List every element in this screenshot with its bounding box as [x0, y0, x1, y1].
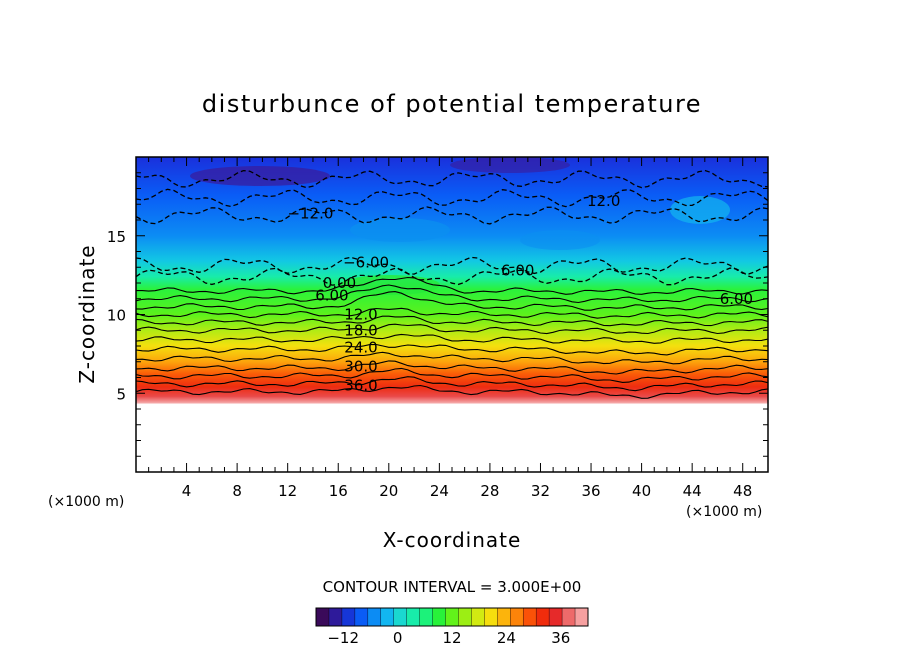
x-tick-label: 16 [329, 482, 348, 500]
cool-patch-1 [350, 218, 450, 242]
contour-line [136, 343, 768, 356]
colorbar-tick-label: −12 [327, 629, 359, 647]
colorbar-swatch [536, 608, 550, 626]
contour-line-negative [136, 267, 768, 286]
colorbar-tick-label: 12 [442, 629, 461, 647]
contour-label: −12.0 [287, 205, 333, 223]
colorbar-swatch [341, 608, 356, 626]
cool-patch-3 [670, 196, 730, 224]
colorbar-ticks: −12 0 12 24 36 [327, 629, 570, 647]
x-unit-right: (×1000 m) [686, 504, 762, 520]
y-axis-ticks: 5 10 15 [107, 172, 768, 457]
y-tick-label: 5 [116, 385, 126, 403]
colorbar-swatch [354, 608, 369, 626]
contour-line [136, 333, 768, 344]
contour-label: −6.00 [343, 254, 389, 272]
chart-title: disturbunce of potential temperature [202, 90, 702, 118]
x-tick-label: 40 [632, 482, 651, 500]
x-axis-ticks: 4 8 12 16 20 24 28 32 36 40 44 48 [148, 157, 756, 500]
x-tick-label: 28 [480, 482, 499, 500]
contour-line [136, 367, 768, 383]
y-axis-label: Z-coordinate [75, 244, 99, 383]
colorbar-swatch [393, 608, 408, 626]
colorbar-swatch [497, 608, 511, 626]
y-tick-label: 10 [107, 307, 126, 325]
contour-label: 12.0 [344, 306, 377, 324]
contour-label: 6.00 [315, 287, 348, 305]
plot-area: 36.030.024.018.012.06.000.00−6.00 6.006.0… [136, 157, 768, 472]
cool-patch-2 [520, 230, 600, 250]
contour-label: 0.00 [323, 274, 356, 292]
colorbar-swatch [316, 608, 330, 626]
x-tick-label: 20 [379, 482, 398, 500]
contour-line-negative [136, 188, 768, 208]
colorbar-tick-label: 36 [551, 629, 570, 647]
contour-line [136, 384, 768, 399]
colorbar-swatch [484, 608, 498, 626]
contour-lines [136, 169, 768, 399]
colorbar-swatch [328, 608, 343, 626]
contour-label: 6.00 [501, 261, 534, 279]
contour-line [136, 351, 768, 365]
contour-line [136, 307, 768, 319]
colorbar [315, 608, 589, 626]
contour-line [136, 360, 768, 375]
contour-line [136, 376, 768, 392]
x-tick-label: 48 [733, 482, 752, 500]
contour-label: 24.0 [344, 339, 377, 357]
contour-line [136, 315, 768, 327]
contour-line-negative [136, 256, 768, 275]
cold-anomaly-center [450, 157, 570, 173]
colorbar-tick-label: 0 [393, 629, 403, 647]
colorbar-swatch [562, 608, 576, 626]
contour-label: 12.0 [587, 192, 620, 210]
colorbar-swatch [380, 608, 395, 626]
colorbar-swatch [458, 608, 472, 626]
contour-line [136, 276, 768, 295]
contour-label: 36.0 [344, 376, 377, 394]
x-tick-label: 36 [581, 482, 600, 500]
colorbar-tick-label: 24 [497, 629, 516, 647]
contour-line [136, 284, 768, 304]
contour-line [136, 323, 768, 335]
contour-labels: 36.030.024.018.012.06.000.00−6.00 6.006.0… [287, 192, 753, 394]
colorbar-swatch [419, 608, 434, 626]
x-tick-label: 4 [182, 482, 192, 500]
x-tick-label: 12 [278, 482, 297, 500]
y-tick-label: 15 [107, 228, 126, 246]
colorbar-swatch [406, 608, 421, 626]
contour-line-negative [136, 206, 768, 225]
colorbar-swatch [367, 608, 382, 626]
contour-label: 30.0 [344, 357, 377, 375]
x-tick-label: 24 [430, 482, 449, 500]
colorbar-swatch [510, 608, 524, 626]
contour-interval: CONTOUR INTERVAL = 3.000E+00 [323, 578, 582, 596]
contour-line [136, 291, 768, 311]
contour-label: 18.0 [344, 321, 377, 339]
x-tick-label: 8 [232, 482, 242, 500]
contour-label: 6.00 [720, 290, 753, 308]
x-axis-label: X-coordinate [383, 528, 522, 552]
colorbar-swatch [432, 608, 447, 626]
x-tick-label: 32 [531, 482, 550, 500]
contour-line-negative [136, 169, 768, 189]
colorbar-swatch [575, 608, 589, 626]
colorbar-swatch [549, 608, 563, 626]
colorbar-swatch [445, 608, 459, 626]
colorbar-swatch [523, 608, 537, 626]
x-tick-label: 44 [683, 482, 702, 500]
x-unit-left: (×1000 m) [48, 494, 124, 510]
colorbar-frame [315, 607, 589, 627]
colorbar-swatch [471, 608, 485, 626]
